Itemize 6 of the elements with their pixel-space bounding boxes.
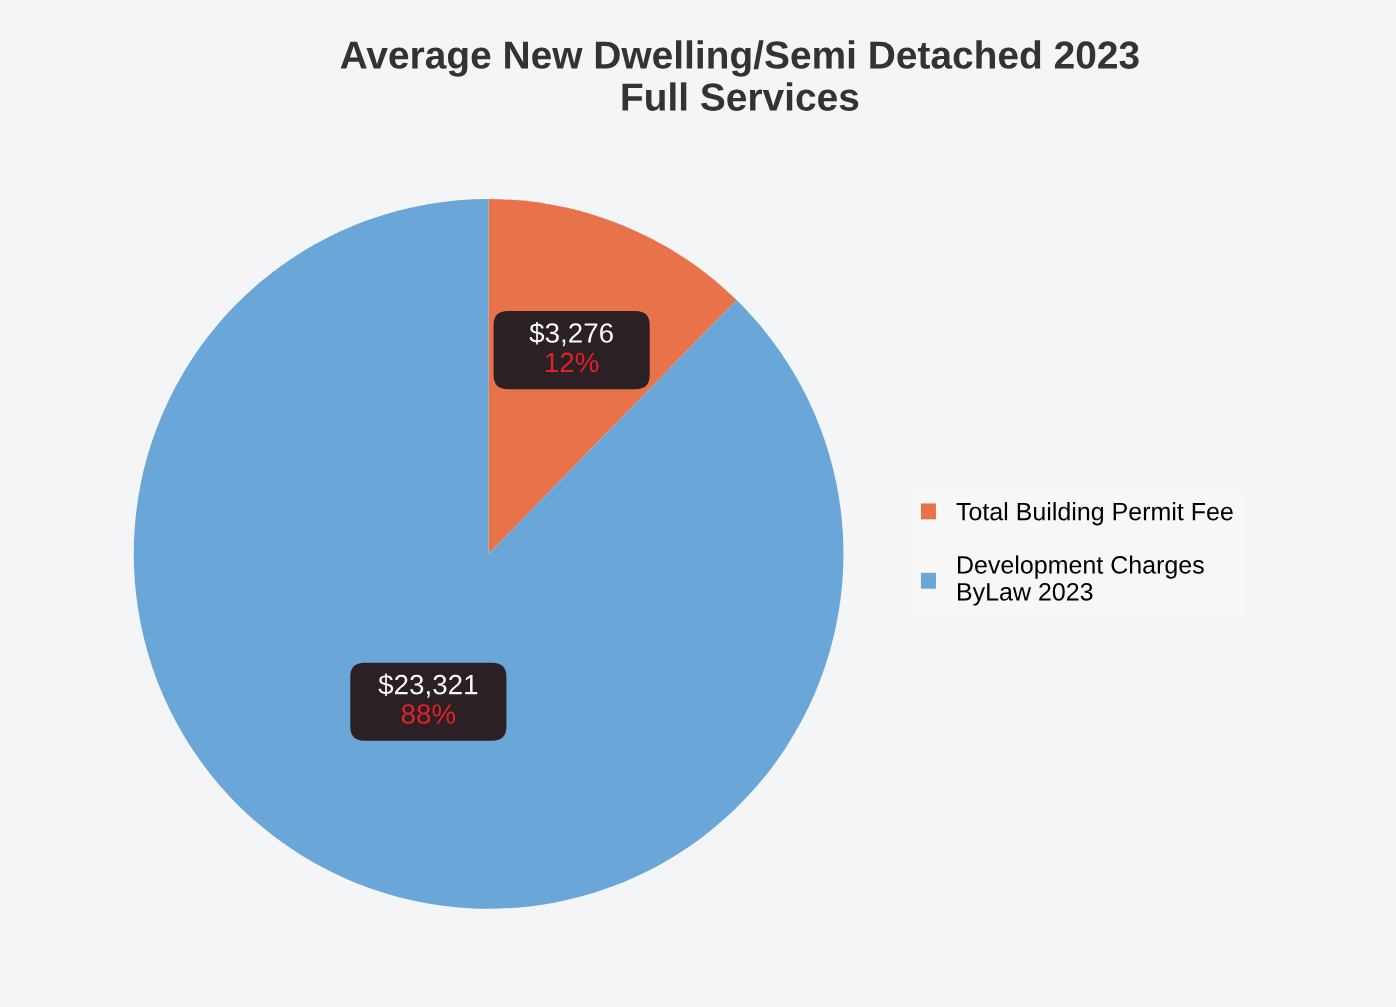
data-label: $3,276 12% (529, 322, 613, 373)
legend-label: Total Building Permit Fee (956, 502, 1233, 526)
legend-label: Development Charges ByLaw 2023 (958, 555, 1204, 606)
data-label: $23,321 88% (378, 673, 478, 724)
chart-title: Average New Dwelling/Semi Detached 2023 Full Services (340, 40, 1139, 111)
pie-slice (133, 199, 844, 909)
